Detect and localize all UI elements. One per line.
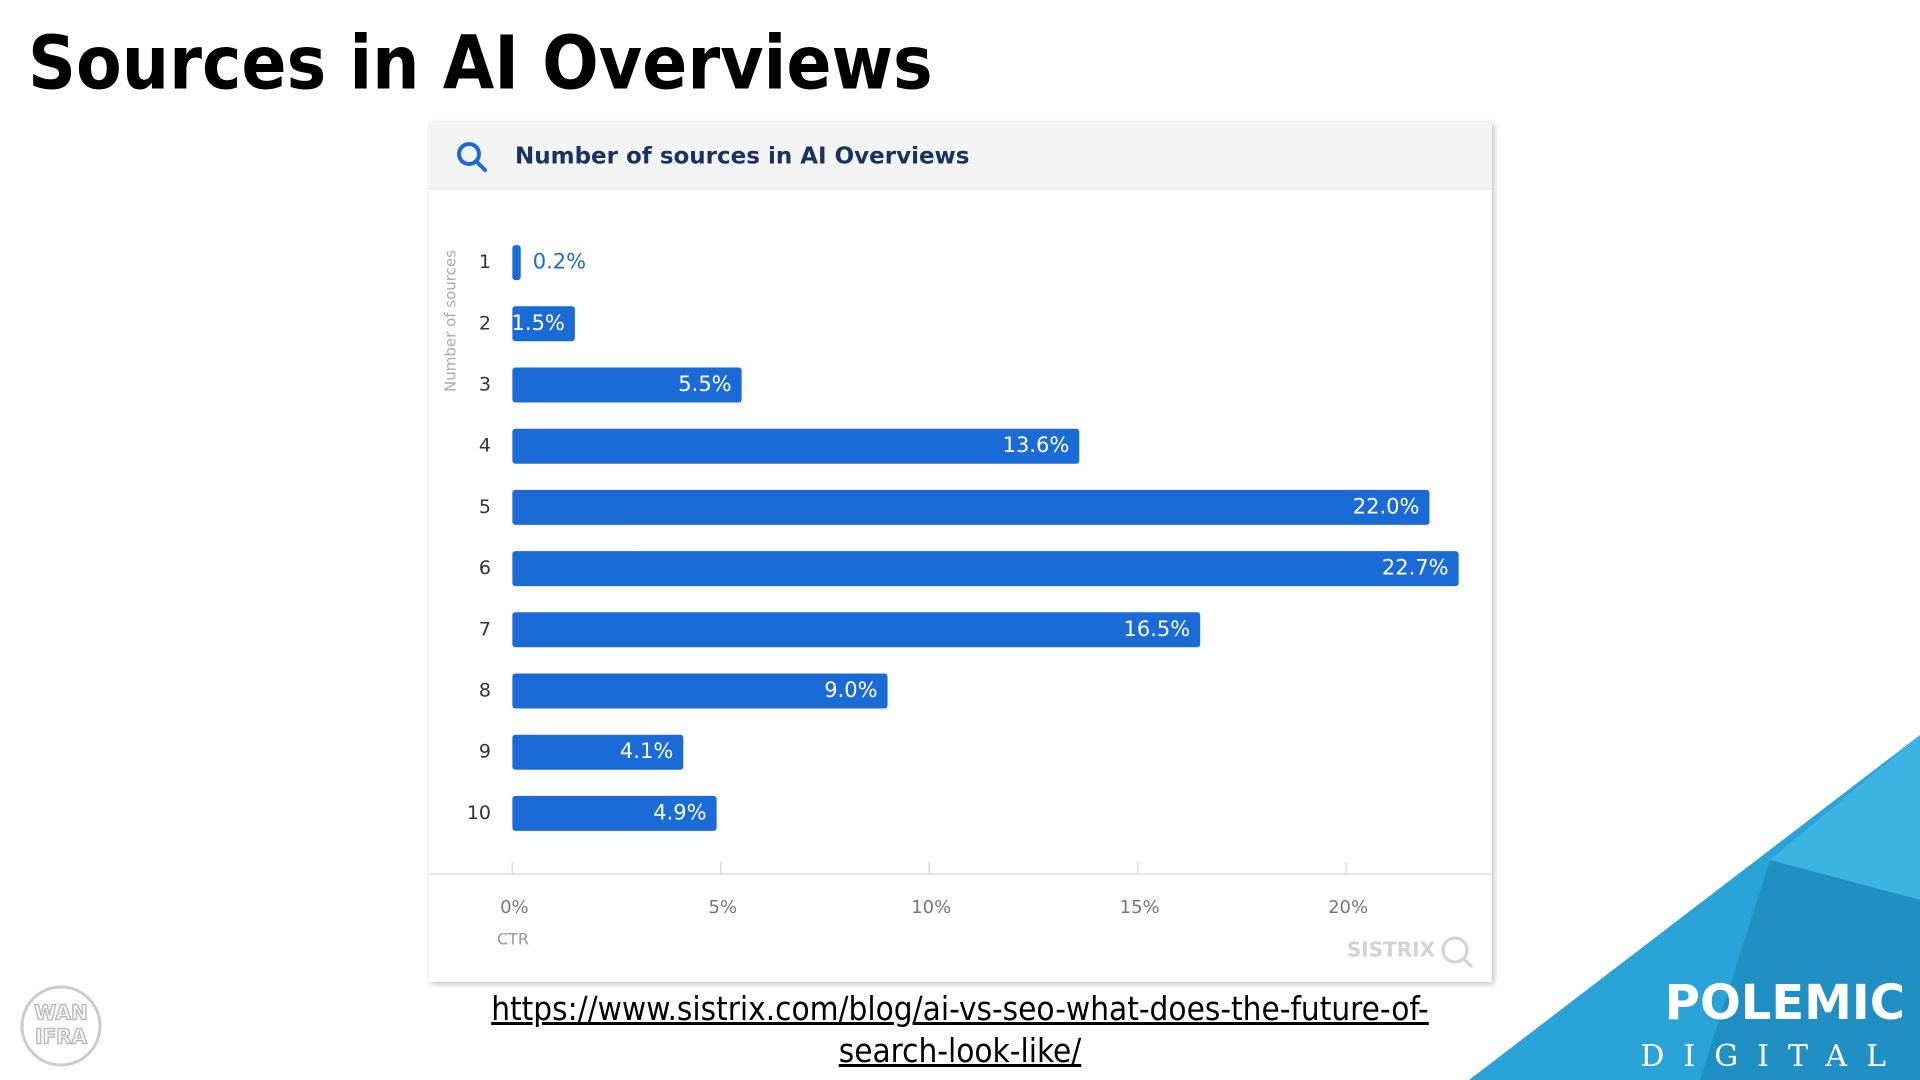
source-link[interactable]: https://www.sistrix.com/blog/ai-vs-seo-w… <box>491 989 1429 1070</box>
y-tick-label: 8 <box>479 680 491 702</box>
value-label: 4.9% <box>653 800 706 824</box>
badge-text: WAN <box>34 1001 87 1025</box>
badge-text: IFRA <box>35 1025 88 1049</box>
watermark: SISTRIX <box>1347 938 1436 962</box>
x-tick-label: 5% <box>709 897 738 918</box>
value-label: 22.7% <box>1382 556 1449 580</box>
y-tick-label: 10 <box>467 802 491 824</box>
search-icon <box>457 142 487 172</box>
y-tick-label: 2 <box>479 312 491 334</box>
bar <box>512 306 575 342</box>
x-tick-label: 15% <box>1120 897 1160 918</box>
logo-tagline: DIGITAL <box>1640 1039 1905 1074</box>
bar <box>512 795 717 831</box>
y-tick-label: 3 <box>479 374 491 396</box>
value-label: 16.5% <box>1123 617 1190 641</box>
value-label: 13.6% <box>1003 433 1070 457</box>
badge <box>20 985 102 1067</box>
value-label: 9.0% <box>824 678 877 702</box>
y-tick-label: 1 <box>479 251 491 273</box>
x-axis-label: CTR <box>497 930 529 949</box>
bar <box>512 245 521 281</box>
value-label: 22.0% <box>1353 494 1420 518</box>
bar <box>512 489 1430 525</box>
bar <box>512 612 1201 648</box>
value-label: 5.5% <box>678 372 731 396</box>
corner-facet <box>1700 860 1920 1080</box>
value-label: 0.2% <box>533 250 586 274</box>
x-tick-label: 0% <box>500 897 529 918</box>
value-label: 1.5% <box>512 311 565 335</box>
bar <box>512 734 684 770</box>
bar <box>512 428 1080 464</box>
logo-name: POLEMIC <box>1665 975 1905 1031</box>
bar <box>512 673 888 709</box>
chart-title: Number of sources in AI Overviews <box>515 144 970 170</box>
corner-facet <box>1770 735 1920 900</box>
y-tick-label: 5 <box>479 496 491 518</box>
y-tick-label: 4 <box>479 435 491 457</box>
x-tick-label: 20% <box>1328 897 1368 918</box>
y-tick-label: 9 <box>479 741 491 763</box>
y-tick-label: 7 <box>479 618 491 640</box>
slide-title: Sources in AI Overviews <box>28 21 933 107</box>
value-label: 4.1% <box>620 739 673 763</box>
watermark-icon <box>1441 936 1474 969</box>
x-tick-label: 10% <box>911 897 951 918</box>
chart-header <box>429 122 1492 189</box>
bar <box>512 367 742 403</box>
y-axis-label: Number of sources <box>442 250 460 392</box>
y-tick-label: 6 <box>479 557 491 579</box>
bar <box>512 551 1459 587</box>
